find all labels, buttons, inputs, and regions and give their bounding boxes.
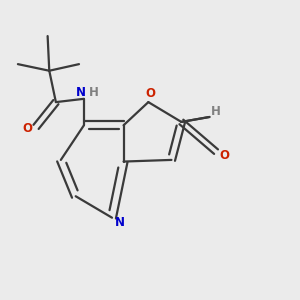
Text: H: H [211, 104, 221, 118]
Text: O: O [23, 122, 33, 135]
Text: N: N [76, 86, 85, 99]
Text: O: O [219, 149, 229, 162]
Text: O: O [145, 87, 155, 101]
Text: H: H [89, 86, 99, 99]
Text: N: N [115, 216, 125, 229]
